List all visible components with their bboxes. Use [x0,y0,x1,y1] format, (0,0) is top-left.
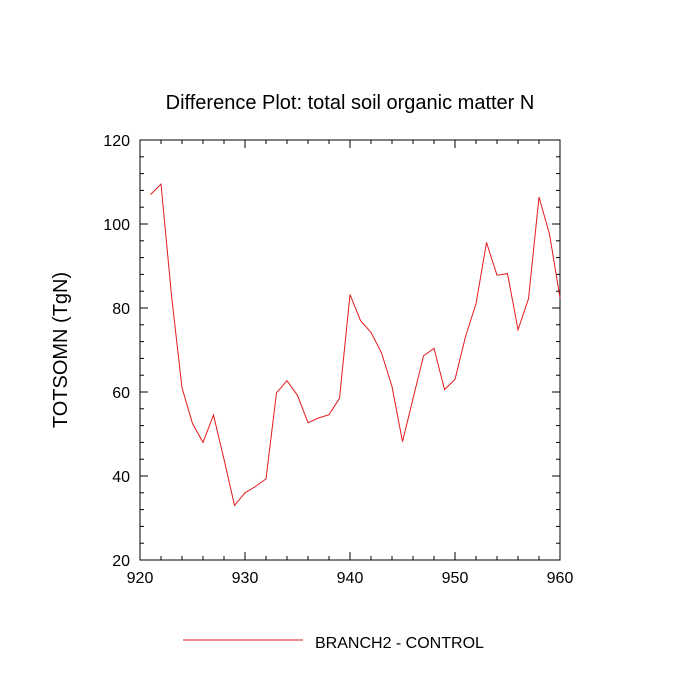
series-line [150,182,561,507]
series-layer [150,182,561,507]
chart-title: Difference Plot: total soil organic matt… [166,92,535,114]
tick-labels: 920 930 940 950 960 20 40 60 80 100 120 [103,133,573,587]
y-tick-label: 20 [112,553,130,570]
x-tick-label: 940 [337,570,364,587]
y-tick-label: 40 [112,469,130,486]
legend-label: BRANCH2 - CONTROL [315,635,484,652]
plot-frame [139,139,561,561]
y-tick-label: 60 [112,385,130,402]
x-tick-label: 930 [232,570,259,587]
y-tick-label: 120 [103,133,130,150]
x-tick-label: 920 [127,570,154,587]
y-tick-label: 80 [112,301,130,318]
x-tick-label: 950 [442,570,469,587]
y-tick-label: 100 [103,217,130,234]
y-axis-label: TOTSOMN (TgN) [50,272,72,428]
legend: BRANCH2 - CONTROL [183,635,484,652]
major-ticks [139,139,561,561]
x-tick-label: 960 [547,570,574,587]
minor-ticks [140,140,560,560]
